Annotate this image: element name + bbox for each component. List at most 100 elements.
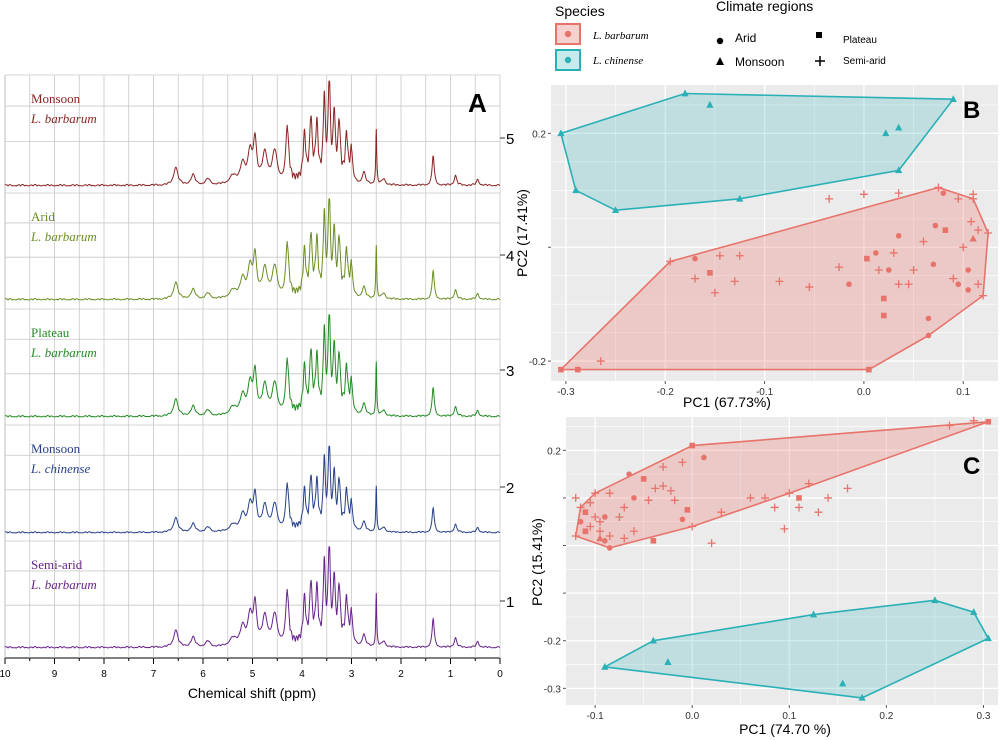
point-triangle bbox=[839, 679, 847, 687]
point-circle bbox=[602, 514, 608, 520]
point-plus bbox=[691, 274, 700, 283]
legend-semiarid-symbol bbox=[815, 56, 825, 66]
point-triangle bbox=[736, 194, 744, 202]
point-plus bbox=[904, 280, 913, 289]
nmr-label-species: L. barbarum bbox=[30, 111, 97, 126]
point-plus bbox=[974, 280, 983, 289]
pca-b-x-axis-title: PC1 (67.73%) bbox=[683, 394, 771, 410]
point-plus bbox=[730, 277, 739, 286]
point-square bbox=[575, 366, 581, 373]
point-plus bbox=[770, 503, 779, 512]
legend-arid-label: Arid bbox=[735, 31, 756, 45]
point-circle bbox=[925, 332, 932, 339]
point-triangle bbox=[969, 234, 977, 242]
point-plus bbox=[595, 527, 604, 536]
point-plus bbox=[605, 532, 614, 541]
point-plus bbox=[824, 493, 833, 502]
point-circle bbox=[577, 518, 584, 525]
point-plus bbox=[949, 274, 958, 283]
legend-dot-barbarum bbox=[564, 30, 572, 38]
y-tick-label: -0.2 bbox=[529, 357, 547, 368]
nmr-x-tick-label: 9 bbox=[52, 669, 58, 680]
point-plus bbox=[804, 479, 813, 488]
point-triangle bbox=[984, 634, 992, 642]
nmr-label-species: L. barbarum bbox=[30, 577, 97, 592]
nmr-x-ticks: 10 9 8 7 6 5 4 3 2 1 0 bbox=[0, 658, 503, 680]
pca-panel-b: -0.3 -0.2 -0.1 0.0 0.1 -0.2 0.2 B PC1 (67.73%)… bbox=[514, 85, 998, 410]
legend: Species L. barbarum L. chinense Climate … bbox=[555, 0, 886, 71]
nmr-x-tick-label: 6 bbox=[200, 669, 206, 680]
point-square bbox=[985, 418, 992, 425]
nmr-label-region: Plateau bbox=[31, 325, 70, 340]
point-circle bbox=[631, 495, 637, 501]
point-plus bbox=[620, 534, 629, 543]
point-circle bbox=[895, 233, 902, 239]
nmr-x-tick-label: 7 bbox=[151, 669, 157, 680]
point-plus bbox=[969, 416, 978, 425]
point-circle bbox=[873, 250, 879, 256]
point-plus bbox=[919, 237, 928, 246]
point-plus bbox=[761, 493, 770, 502]
point-square bbox=[880, 295, 887, 302]
nmr-label-region: Semi-arid bbox=[31, 557, 83, 572]
nmr-x-tick-label: 0 bbox=[497, 669, 503, 680]
point-plus bbox=[576, 503, 585, 512]
point-plus bbox=[688, 522, 697, 531]
hull-lchinense bbox=[603, 599, 990, 699]
point-plus bbox=[954, 194, 963, 203]
point-plus bbox=[715, 251, 724, 260]
point-plus bbox=[595, 517, 604, 526]
point-square bbox=[689, 442, 696, 449]
x-tick-label: 0.0 bbox=[685, 711, 699, 722]
nmr-sample-labels: Monsoon L. barbarum Arid L. barbarum Plateau… bbox=[30, 91, 97, 592]
y-tick-label: -0.2 bbox=[544, 637, 562, 648]
point-square bbox=[880, 312, 887, 319]
point-plus bbox=[974, 226, 983, 235]
point-circle bbox=[930, 261, 937, 268]
point-plus bbox=[969, 190, 978, 199]
x-tick-label: -0.1 bbox=[587, 711, 605, 722]
point-triangle bbox=[601, 662, 609, 670]
point-square bbox=[582, 509, 589, 516]
x-tick-label: 0.2 bbox=[879, 711, 893, 722]
point-square bbox=[650, 537, 657, 544]
point-plus bbox=[670, 496, 679, 505]
nmr-spectra bbox=[4, 80, 501, 649]
point-plus bbox=[659, 462, 668, 471]
legend-species-title: Species bbox=[555, 3, 605, 19]
point-circle bbox=[606, 545, 613, 551]
nmr-x-tick-label: 10 bbox=[0, 669, 11, 680]
point-circle bbox=[846, 281, 852, 288]
point-triangle bbox=[611, 206, 620, 214]
legend-climate-title: Climate regions bbox=[716, 0, 813, 14]
nmr-label-species: L. barbarum bbox=[30, 229, 97, 244]
nmr-panel: Monsoon L. barbarum Arid L. barbarum Plateau… bbox=[0, 74, 514, 701]
legend-plateau-label: Plateau bbox=[843, 35, 877, 46]
nmr-label-species: L. chinense bbox=[30, 461, 90, 476]
panel-a-label: A bbox=[468, 88, 487, 118]
point-plus bbox=[605, 489, 614, 498]
point-plus bbox=[814, 508, 823, 517]
point-plus bbox=[894, 280, 903, 289]
legend-label-chinense: L. chinense bbox=[592, 55, 643, 67]
point-plus bbox=[979, 291, 988, 300]
point-triangle bbox=[572, 186, 580, 194]
point-square bbox=[558, 366, 564, 373]
point-plus bbox=[659, 482, 668, 491]
point-plus bbox=[746, 493, 755, 502]
point-triangle bbox=[596, 534, 604, 542]
point-plus bbox=[571, 532, 580, 541]
x-tick-label: -0.3 bbox=[557, 387, 575, 398]
nmr-offset-label: 4 bbox=[506, 248, 514, 265]
point-plus bbox=[859, 190, 868, 199]
x-tick-label: 0.1 bbox=[782, 711, 796, 722]
point-plus bbox=[629, 527, 638, 536]
nmr-spectrum-line bbox=[4, 80, 501, 187]
point-plus bbox=[717, 508, 726, 517]
nmr-x-tick-label: 3 bbox=[349, 669, 355, 680]
nmr-x-tick-label: 8 bbox=[101, 669, 107, 680]
point-plus bbox=[586, 498, 595, 507]
legend-semiarid-label: Semi-arid bbox=[843, 56, 886, 67]
point-plus bbox=[775, 277, 784, 286]
nmr-label-region: Monsoon bbox=[31, 91, 81, 106]
